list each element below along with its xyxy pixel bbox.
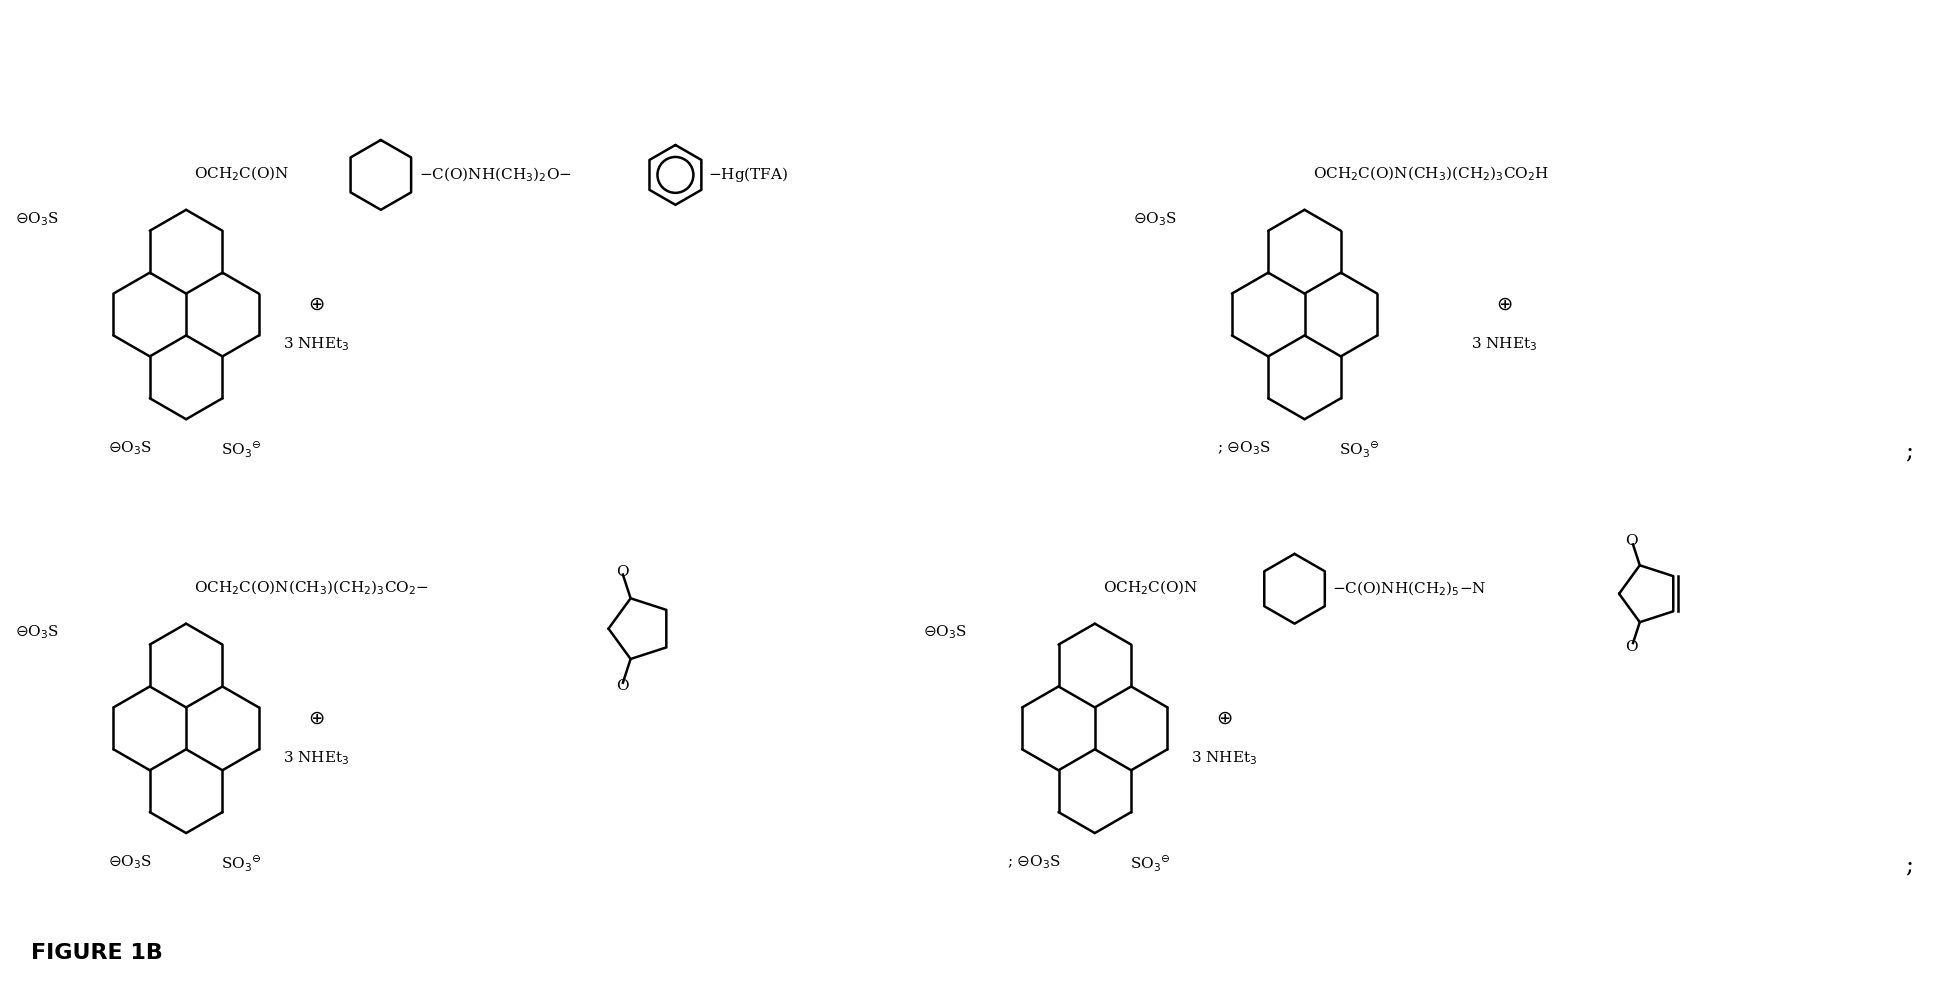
Text: O: O bbox=[615, 678, 629, 692]
Text: SO$_3$$^{\ominus}$: SO$_3$$^{\ominus}$ bbox=[222, 853, 261, 873]
Text: O: O bbox=[1626, 533, 1637, 547]
Text: $\ominus$O$_3$S: $\ominus$O$_3$S bbox=[16, 210, 58, 228]
Text: ;: ; bbox=[1904, 440, 1912, 463]
Text: SO$_3$$^{\ominus}$: SO$_3$$^{\ominus}$ bbox=[1340, 440, 1380, 460]
Text: 3 NHEt$_3$: 3 NHEt$_3$ bbox=[1472, 336, 1538, 354]
Text: $\oplus$: $\oplus$ bbox=[1217, 709, 1232, 727]
Text: 3 NHEt$_3$: 3 NHEt$_3$ bbox=[1192, 749, 1258, 767]
Text: $\ominus$O$_3$S: $\ominus$O$_3$S bbox=[109, 853, 152, 871]
Text: FIGURE 1B: FIGURE 1B bbox=[31, 943, 164, 963]
Text: 3 NHEt$_3$: 3 NHEt$_3$ bbox=[282, 336, 349, 354]
Text: $\ominus$O$_3$S: $\ominus$O$_3$S bbox=[109, 440, 152, 457]
Text: O: O bbox=[615, 564, 629, 578]
Text: $\ominus$O$_3$S: $\ominus$O$_3$S bbox=[923, 623, 968, 641]
Text: SO$_3$$^{\ominus}$: SO$_3$$^{\ominus}$ bbox=[222, 440, 261, 460]
Text: $-$C(O)NH(CH$_3$)$_2$O$-$: $-$C(O)NH(CH$_3$)$_2$O$-$ bbox=[419, 166, 572, 184]
Text: OCH$_2$C(O)N(CH$_3$)(CH$_2$)$_3$CO$_2$$-$: OCH$_2$C(O)N(CH$_3$)(CH$_2$)$_3$CO$_2$$-… bbox=[195, 578, 428, 596]
Text: ;: ; bbox=[1904, 853, 1912, 876]
Text: ; $\ominus$O$_3$S: ; $\ominus$O$_3$S bbox=[1217, 440, 1271, 457]
Text: O: O bbox=[1626, 639, 1637, 654]
Text: OCH$_2$C(O)N: OCH$_2$C(O)N bbox=[1102, 578, 1199, 596]
Text: $\oplus$: $\oplus$ bbox=[308, 296, 325, 314]
Text: 3 NHEt$_3$: 3 NHEt$_3$ bbox=[282, 749, 349, 767]
Text: $\ominus$O$_3$S: $\ominus$O$_3$S bbox=[1133, 210, 1178, 228]
Text: SO$_3$$^{\ominus}$: SO$_3$$^{\ominus}$ bbox=[1129, 853, 1170, 873]
Text: ; $\ominus$O$_3$S: ; $\ominus$O$_3$S bbox=[1007, 853, 1061, 871]
Text: OCH$_2$C(O)N: OCH$_2$C(O)N bbox=[195, 165, 290, 183]
Text: $\oplus$: $\oplus$ bbox=[1495, 296, 1513, 314]
Text: OCH$_2$C(O)N(CH$_3$)(CH$_2$)$_3$CO$_2$H: OCH$_2$C(O)N(CH$_3$)(CH$_2$)$_3$CO$_2$H bbox=[1312, 165, 1548, 183]
Text: $-$Hg(TFA): $-$Hg(TFA) bbox=[709, 166, 789, 185]
Text: $\ominus$O$_3$S: $\ominus$O$_3$S bbox=[16, 623, 58, 641]
Text: $-$C(O)NH(CH$_2$)$_5$$-$N: $-$C(O)NH(CH$_2$)$_5$$-$N bbox=[1332, 579, 1488, 598]
Text: $\oplus$: $\oplus$ bbox=[308, 709, 325, 727]
